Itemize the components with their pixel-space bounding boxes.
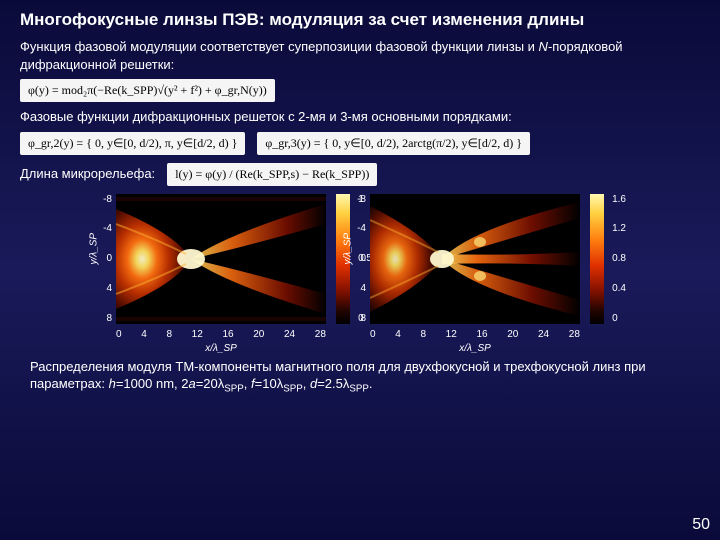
cbtick: 0 (612, 313, 626, 324)
caption: Распределения модуля ТМ-компоненты магни… (0, 328, 720, 396)
ytick: -4 (94, 223, 112, 234)
ytick: 8 (348, 313, 366, 324)
slide-title: Многофокусные линзы ПЭВ: модуляция за сч… (0, 0, 720, 36)
xtick: 12 (446, 329, 457, 340)
ytick: -8 (348, 194, 366, 205)
xtick: 24 (284, 329, 295, 340)
right-colorbar: 1.6 1.2 0.8 0.4 0 (590, 194, 604, 324)
left-chart-axes: y/λ_SP -8 -4 0 4 8 (116, 194, 326, 324)
right-heatmap-svg (370, 194, 580, 324)
xtick: 0 (116, 329, 122, 340)
right-cb-ticks: 1.6 1.2 0.8 0.4 0 (612, 194, 626, 324)
micro-text: Длина микрорельефа: (20, 165, 155, 183)
ytick: -8 (94, 194, 112, 205)
cbtick: 1.6 (612, 194, 626, 205)
xtick: 28 (569, 329, 580, 340)
xtick: 24 (538, 329, 549, 340)
right-chart: y/λ_SP -8 -4 0 4 8 (370, 194, 604, 324)
xtick: 20 (507, 329, 518, 340)
ytick: 8 (94, 313, 112, 324)
left-heatmap-svg (116, 194, 326, 324)
ytick: -4 (348, 223, 366, 234)
left-x-axis: 0 4 8 12 16 20 24 28 (116, 329, 326, 340)
xtick: 20 (253, 329, 264, 340)
xtick: 8 (166, 329, 172, 340)
intro-text: Функция фазовой модуляции соответствует … (0, 36, 720, 75)
formula-row-2: φ_gr,2(y) = { 0, y∈[0, d/2), π, y∈[d/2, … (0, 128, 720, 159)
right-x-axis: 0 4 8 12 16 20 24 28 (370, 329, 580, 340)
formula-1-box: φ(y) = mod₂π(−Re(k_SPP)√(y² + f²) + φ_gr… (20, 79, 275, 102)
xtick: 16 (476, 329, 487, 340)
xtick: 12 (192, 329, 203, 340)
ytick: 0 (94, 253, 112, 264)
charts-container: y/λ_SP -8 -4 0 4 8 (0, 190, 720, 328)
formula-3: l(y) = φ(y) / (Re(k_SPP,s) − Re(k_SPP)) (167, 163, 377, 186)
cbtick: 0.8 (612, 253, 626, 264)
xtick: 8 (420, 329, 426, 340)
right-heatmap (370, 194, 580, 324)
formula-1: φ(y) = mod₂π(−Re(k_SPP)√(y² + f²) + φ_gr… (0, 75, 720, 106)
xtick: 0 (370, 329, 376, 340)
left-heatmap (116, 194, 326, 324)
cbtick: 0.4 (612, 283, 626, 294)
left-x-label: x/λ_SP (205, 343, 237, 354)
xtick: 4 (141, 329, 147, 340)
ytick: 4 (348, 283, 366, 294)
right-chart-axes: y/λ_SP -8 -4 0 4 8 (370, 194, 580, 324)
xtick: 4 (395, 329, 401, 340)
cbtick: 1.2 (612, 223, 626, 234)
left-y-axis: -8 -4 0 4 8 (94, 194, 112, 324)
phase-text: Фазовые функции дифракционных решеток с … (0, 106, 720, 128)
formula-2b: φ_gr,3(y) = { 0, y∈[0, d/2), 2arctg(π/2)… (257, 132, 530, 155)
xtick: 16 (222, 329, 233, 340)
formula-2a: φ_gr,2(y) = { 0, y∈[0, d/2), π, y∈[d/2, … (20, 132, 245, 155)
left-chart: y/λ_SP -8 -4 0 4 8 (116, 194, 350, 324)
right-x-label: x/λ_SP (459, 343, 491, 354)
xtick: 28 (315, 329, 326, 340)
right-y-axis: -8 -4 0 4 8 (348, 194, 366, 324)
micro-row: Длина микрорельефа: l(y) = φ(y) / (Re(k_… (0, 159, 720, 190)
ytick: 4 (94, 283, 112, 294)
ytick: 0 (348, 253, 366, 264)
page-number: 50 (692, 516, 710, 534)
